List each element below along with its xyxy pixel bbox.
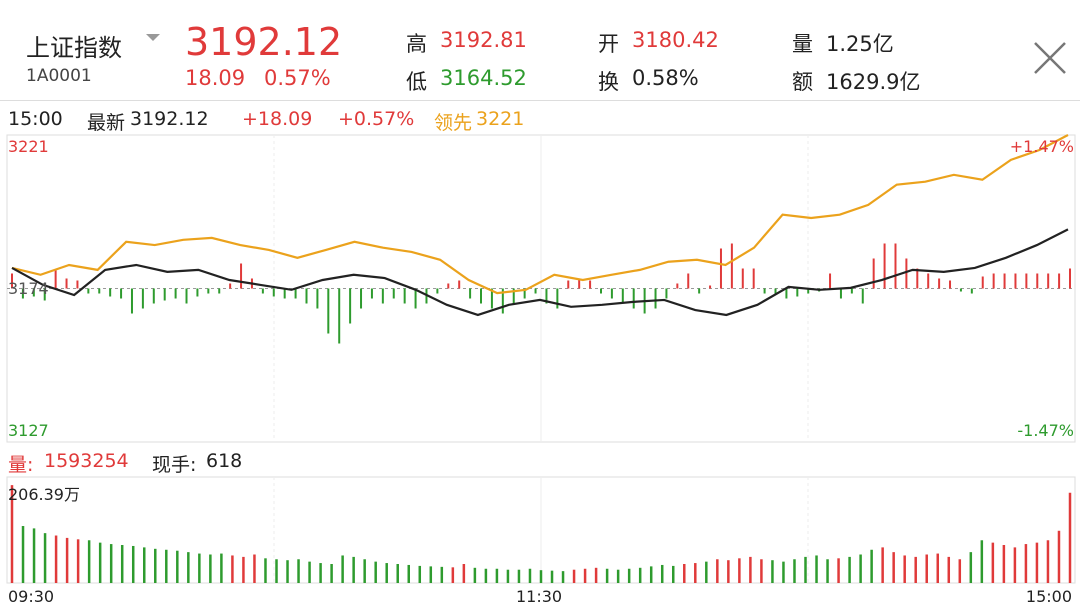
price-change: 18.09 (185, 66, 246, 90)
close-icon[interactable] (1032, 40, 1068, 76)
amount-value: 1629.9亿 (826, 70, 921, 94)
amount-label: 额 (792, 70, 813, 94)
open-label: 开 (598, 32, 619, 56)
axis-bottom-pct: -1.47% (1017, 421, 1074, 440)
lead-label: 领先 (434, 112, 473, 134)
vol-label: 量: (8, 454, 34, 476)
lead-value: 3221 (476, 108, 525, 130)
turnover-label: 换 (598, 70, 619, 94)
current-price: 3192.12 (185, 20, 343, 64)
price-line (11, 228, 1069, 317)
index-code: 1A0001 (26, 66, 92, 86)
low-value: 3164.52 (440, 66, 527, 90)
low-label: 低 (406, 70, 427, 94)
latest-value: 3192.12 (130, 108, 209, 130)
volume-value: 1.25亿 (826, 32, 894, 56)
hand-label: 现手: (152, 454, 197, 476)
time-mid: 11:30 (516, 587, 563, 606)
axis-top-pct: +1.47% (1009, 137, 1074, 156)
index-name[interactable]: 上证指数 (26, 34, 122, 62)
lead-line (11, 134, 1069, 295)
axis-bottom: 3127 (8, 421, 49, 440)
high-label: 高 (406, 32, 427, 56)
high-value: 3192.81 (440, 28, 527, 52)
axis-top: 3221 (8, 137, 49, 156)
volume-label: 量 (792, 32, 813, 56)
info-time: 15:00 (8, 108, 63, 130)
time-end: 15:00 (1025, 587, 1072, 606)
info-change-pct: +0.57% (338, 108, 415, 130)
turnover-value: 0.58% (632, 66, 699, 90)
latest-label: 最新 (87, 112, 126, 134)
open-value: 3180.42 (632, 28, 719, 52)
time-start: 09:30 (8, 587, 55, 606)
header-divider (0, 100, 1080, 101)
vol-value: 1593254 (44, 450, 129, 472)
axis-mid: 3174 (8, 279, 49, 298)
dropdown-caret-icon[interactable] (146, 34, 160, 41)
info-change: +18.09 (242, 108, 313, 130)
vol-axis-max: 206.39万 (8, 485, 80, 504)
hand-value: 618 (206, 450, 243, 472)
price-change-pct: 0.57% (264, 66, 331, 90)
